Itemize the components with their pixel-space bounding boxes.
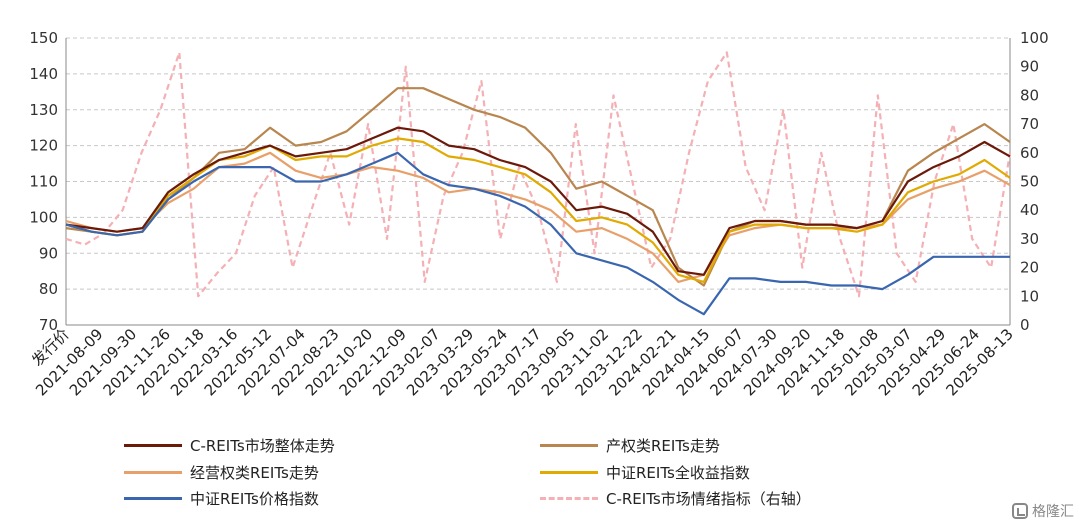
axes: [65, 38, 1011, 326]
series-line: [65, 87, 1011, 287]
right-tick-label: 70: [1020, 115, 1039, 133]
right-tick-label: 0: [1020, 316, 1030, 334]
left-tick-label: 140: [29, 65, 58, 83]
left-tick-label: 120: [29, 137, 58, 155]
watermark-logo: 格隆汇: [1012, 501, 1074, 521]
right-tick-label: 60: [1020, 144, 1039, 162]
right-tick-label: 50: [1020, 173, 1039, 191]
right-tick-label: 40: [1020, 201, 1039, 219]
left-tick-label: 90: [39, 244, 58, 262]
logo-text: 格隆汇: [1032, 504, 1074, 520]
x-axis-ticks: 发行价2021-08-092021-09-302021-11-262022-01…: [28, 325, 1017, 399]
gridlines: [66, 37, 1010, 290]
left-tick-label: 70: [39, 316, 58, 334]
left-tick-label: 150: [29, 29, 58, 47]
right-tick-label: 90: [1020, 58, 1039, 76]
left-tick-label: 130: [29, 101, 58, 119]
right-tick-label: 100: [1020, 29, 1049, 47]
left-tick-label: 80: [39, 280, 58, 298]
series-line: [65, 126, 1011, 276]
series-lines: [65, 51, 1012, 316]
right-tick-label: 20: [1020, 259, 1039, 277]
series-line: [65, 51, 1012, 298]
series-line: [65, 151, 1010, 316]
right-tick-label: 30: [1020, 230, 1039, 248]
left-tick-label: 100: [29, 208, 58, 226]
left-axis-ticks: 70 80 90 100 110 120 130 140 150: [29, 29, 58, 334]
right-tick-label: 80: [1020, 86, 1039, 104]
left-tick-label: 110: [29, 173, 58, 191]
right-tick-label: 10: [1020, 287, 1039, 305]
right-axis-ticks: 0 10 20 30 40 50 60 70 80 90 100: [1020, 29, 1049, 334]
logo-icon: [1012, 503, 1028, 519]
